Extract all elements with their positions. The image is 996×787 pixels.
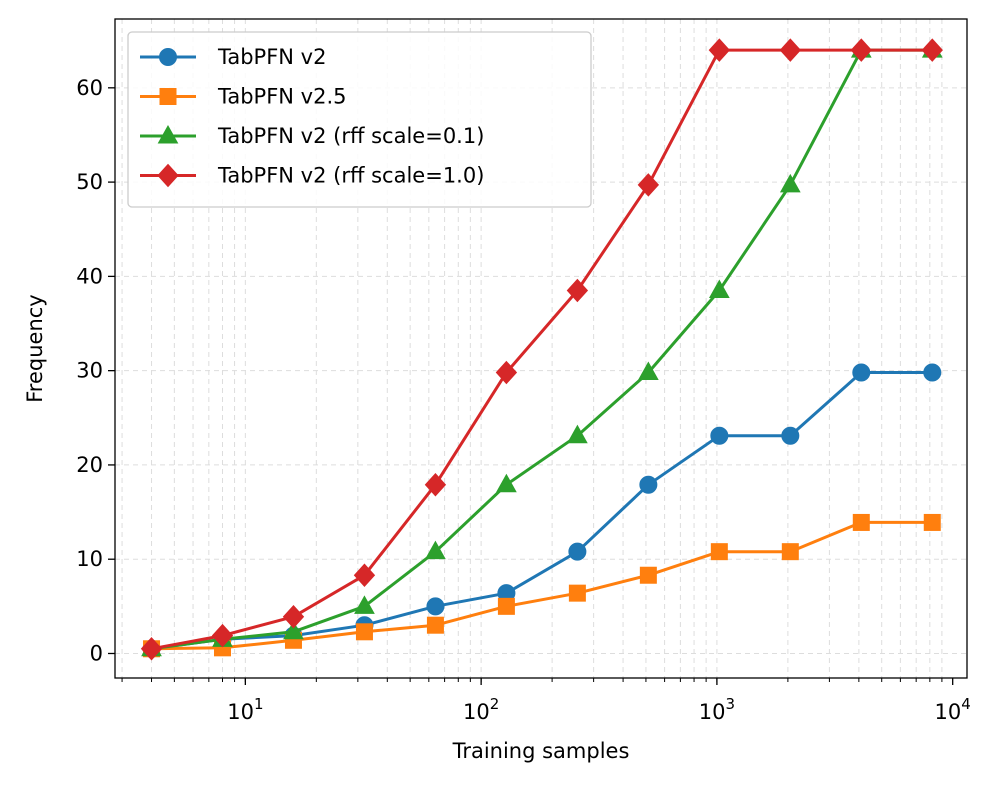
data-point — [497, 597, 515, 615]
data-point — [781, 426, 800, 445]
x-axis: 101 102 103 104 — [121, 678, 971, 724]
data-point — [425, 540, 446, 560]
data-point — [638, 361, 659, 381]
y-tick-label: 60 — [76, 76, 103, 100]
data-point — [852, 513, 870, 531]
legend-marker — [159, 48, 177, 66]
y-tick-label: 0 — [90, 641, 103, 665]
data-point — [639, 475, 658, 494]
series-line — [151, 371, 933, 651]
data-point — [781, 543, 799, 561]
data-point — [426, 597, 445, 616]
x-tick-label: 102 — [463, 695, 499, 724]
series-line — [151, 48, 933, 651]
data-point — [852, 363, 871, 382]
data-point — [779, 38, 801, 62]
legend-label: TabPFN v2 (rff scale=0.1) — [217, 124, 484, 148]
data-point — [354, 595, 375, 614]
data-point — [923, 513, 941, 531]
data-point — [355, 623, 373, 641]
data-point — [353, 563, 376, 587]
data-point — [850, 38, 872, 62]
data-point — [496, 473, 517, 493]
legend-box — [127, 31, 592, 208]
data-point — [426, 616, 444, 634]
y-tick-label: 10 — [76, 547, 103, 571]
x-tick-label: 101 — [227, 695, 263, 724]
data-point — [779, 173, 801, 193]
y-tick-label: 40 — [76, 264, 103, 288]
data-point — [567, 424, 588, 444]
data-point — [424, 472, 447, 497]
data-point — [568, 542, 587, 561]
data-point — [211, 623, 234, 648]
data-point — [282, 604, 305, 629]
x-axis-label: Training samples — [452, 739, 630, 763]
legend-marker — [159, 88, 177, 105]
data-point — [921, 38, 943, 62]
y-axis-label: Frequency — [23, 294, 47, 403]
legend-marker — [157, 124, 179, 144]
legend-label: TabPFN v2 (rff scale=1.0) — [217, 164, 484, 188]
data-point — [140, 637, 163, 661]
data-point — [568, 584, 586, 602]
series-line — [151, 520, 933, 651]
y-tick-label: 50 — [76, 170, 103, 194]
series-layer — [140, 38, 943, 661]
data-point — [923, 363, 942, 382]
y-tick-label: 30 — [76, 359, 103, 383]
legend-item: TabPFN v2 (rff scale=0.1) — [140, 124, 484, 148]
x-tick-label: 103 — [699, 695, 735, 724]
data-point — [637, 173, 660, 197]
legend-item: TabPFN v2.5 — [140, 85, 347, 109]
data-point — [710, 543, 728, 561]
data-point — [566, 278, 589, 303]
series-diamond — [140, 38, 943, 661]
legend-label: TabPFN v2 — [217, 45, 326, 69]
plot-frame — [114, 18, 968, 679]
data-point — [495, 360, 518, 385]
legend-marker — [157, 163, 179, 188]
legend-item: TabPFN v2 — [140, 45, 326, 69]
y-tick-label: 20 — [76, 453, 103, 477]
y-axis: 0 10 20 30 40 50 60 — [76, 76, 115, 665]
data-point — [710, 426, 729, 445]
legend-item: TabPFN v2 (rff scale=1.0) — [140, 164, 484, 188]
legend-label: TabPFN v2.5 — [217, 85, 347, 109]
legend: TabPFN v2 TabPFN v2.5 TabPFN v2 (rff scale… — [127, 31, 592, 208]
data-point — [708, 279, 730, 299]
x-tick-label: 104 — [935, 695, 971, 724]
data-point — [283, 620, 304, 640]
data-point — [639, 566, 657, 584]
series-line — [151, 48, 933, 651]
data-point — [708, 38, 731, 62]
